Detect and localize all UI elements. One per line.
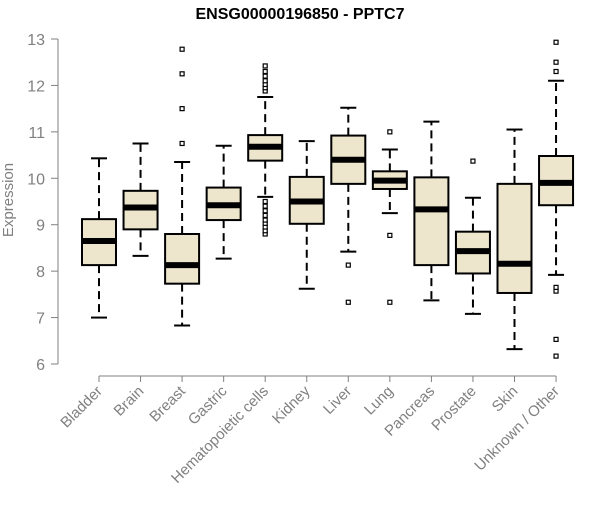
y-tick-label: 11 — [28, 125, 45, 142]
x-tick-label: Lung — [361, 383, 397, 419]
outlier-point — [179, 140, 185, 147]
y-tick-label: 9 — [36, 218, 45, 235]
x-tick-label: Brain — [111, 383, 148, 420]
outlier-point — [345, 299, 351, 305]
outlier-point — [553, 68, 559, 75]
box-iqr — [413, 176, 450, 267]
x-tick-label: Prostate — [428, 383, 480, 435]
box-prostate — [454, 158, 491, 315]
y-tick-label: 13 — [27, 32, 45, 49]
y-tick-label: 7 — [36, 311, 45, 328]
x-tick-label: Breast — [146, 382, 189, 425]
outlier-point — [262, 217, 268, 223]
y-tick-label: 10 — [27, 171, 45, 188]
outlier-point — [262, 212, 268, 219]
y-tick-label: 6 — [36, 357, 45, 374]
box-iqr — [496, 182, 533, 294]
outlier-point — [470, 158, 476, 164]
outlier-point — [179, 106, 185, 112]
x-tick-label: Liver — [320, 383, 355, 418]
outlier-point — [262, 73, 268, 79]
box-lung — [371, 129, 408, 305]
y-axis-title: Expression — [0, 163, 17, 237]
outlier-point — [262, 198, 268, 205]
outlier-point — [387, 232, 393, 238]
chart-title: ENSG00000196850 - PPTC7 — [195, 6, 405, 23]
box-breast — [164, 46, 201, 327]
outlier-point — [345, 262, 351, 268]
y-tick-label: 8 — [36, 264, 45, 281]
x-tick-label: Bladder — [57, 383, 106, 432]
outlier-point — [262, 68, 268, 75]
outlier-point — [179, 46, 185, 52]
x-tick-label: Kidney — [269, 382, 314, 427]
y-tick-label: 12 — [27, 78, 45, 95]
box-liver — [330, 106, 367, 305]
box-brain — [122, 142, 159, 257]
outlier-point — [262, 63, 268, 69]
box-hematopoietic-cells — [247, 63, 284, 237]
outlier-point — [553, 39, 559, 45]
box-pancreas — [413, 120, 450, 302]
outlier-point — [553, 59, 559, 65]
outlier-point — [262, 78, 268, 84]
x-tick-label: Skin — [489, 383, 522, 416]
outlier-point — [387, 299, 393, 305]
outlier-point — [262, 203, 268, 209]
outlier-point — [387, 129, 393, 135]
box-bladder — [81, 157, 117, 319]
box-unknown-other — [538, 39, 575, 359]
outlier-point — [262, 208, 268, 214]
outlier-point — [553, 336, 559, 342]
outlier-point — [553, 284, 559, 290]
box-iqr — [164, 233, 201, 285]
box-kidney — [288, 140, 325, 290]
outlier-point — [553, 353, 559, 359]
y-axis: 6 7 8 9 10 11 12 13 — [27, 32, 59, 374]
box-gastric — [205, 144, 242, 260]
outlier-point — [179, 71, 185, 77]
boxes — [81, 39, 575, 359]
box-skin — [496, 128, 533, 351]
